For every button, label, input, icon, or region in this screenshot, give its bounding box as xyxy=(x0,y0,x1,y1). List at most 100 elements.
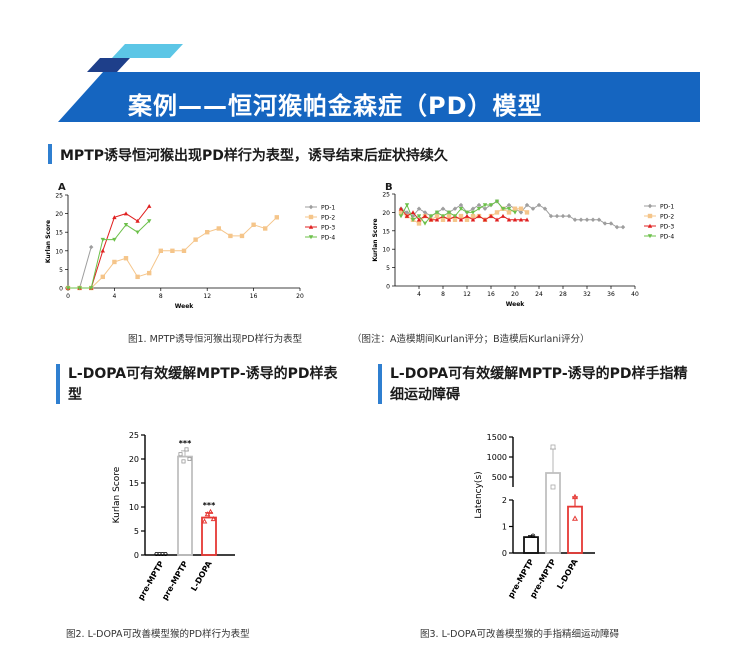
data-point xyxy=(578,217,584,222)
data-point xyxy=(422,221,428,226)
y-tick-label: 10 xyxy=(55,248,63,255)
data-point xyxy=(410,213,416,219)
x-tick-label: 16 xyxy=(487,291,495,298)
data-point xyxy=(123,211,129,216)
banner-decoration xyxy=(58,44,700,122)
data-point xyxy=(170,248,175,253)
y-tick-label: 25 xyxy=(382,192,390,199)
data-point xyxy=(494,210,500,215)
bar xyxy=(567,505,583,554)
legend-label: PD-1 xyxy=(660,203,674,210)
data-point xyxy=(416,214,422,219)
data-point xyxy=(422,213,428,218)
data-point xyxy=(440,217,446,222)
y-tick-label: 15 xyxy=(55,230,63,237)
data-point xyxy=(135,274,140,280)
data-point xyxy=(422,210,428,215)
x-tick-label: 36 xyxy=(607,291,615,298)
panel-label-b: B xyxy=(385,182,393,193)
data-point xyxy=(470,213,476,219)
data-point xyxy=(560,213,566,219)
data-point xyxy=(228,233,233,239)
chart-latency-bar: 01250010001500Latency(s)pre-MPTPpre-MPTP… xyxy=(474,433,595,600)
x-tick-label: 0 xyxy=(66,293,70,300)
data-point xyxy=(554,213,560,219)
legend-label: PD-2 xyxy=(660,213,674,220)
data-point xyxy=(239,233,245,239)
y-tick-label: 2 xyxy=(502,496,507,505)
data-point xyxy=(464,210,470,215)
data-point xyxy=(488,203,494,208)
data-point xyxy=(158,248,163,253)
chart-a: 0 5 10 15 20 25 0 4 8 12 16 20 Week Kurlan Score PD-1 P… xyxy=(45,193,335,311)
y-tick-label: 1 xyxy=(502,523,507,532)
data-point xyxy=(434,217,440,222)
data-point xyxy=(147,219,152,224)
data-point xyxy=(123,256,129,261)
y-tick-label: 25 xyxy=(55,193,63,200)
data-point xyxy=(410,218,416,222)
y-tick-label: 0 xyxy=(59,286,63,293)
bar xyxy=(523,536,539,554)
data-point xyxy=(404,203,410,208)
data-point xyxy=(207,508,214,514)
data-point xyxy=(470,206,476,211)
data-point xyxy=(434,210,440,215)
data-point xyxy=(506,202,512,208)
data-point xyxy=(77,286,82,291)
data-point xyxy=(584,217,590,222)
section-title-2: L-DOPA可有效缓解MPTP-诱导的PD样表型 xyxy=(68,366,338,403)
legend-marker xyxy=(647,213,653,219)
x-axis-label: Week xyxy=(175,303,195,310)
data-point xyxy=(446,217,452,222)
data-point xyxy=(100,248,105,253)
data-point xyxy=(518,206,524,211)
caption-fig1: 图1. MPTP诱导恒河猴出现PD样行为表型 xyxy=(128,334,303,345)
y-tick-label: 1000 xyxy=(487,453,507,462)
data-point xyxy=(274,215,279,220)
data-point xyxy=(452,214,458,219)
y-tick-label: 0 xyxy=(134,551,139,560)
data-point xyxy=(193,237,198,242)
data-point xyxy=(476,206,482,211)
x-tick-label: 32 xyxy=(583,291,591,298)
x-tick-label: 8 xyxy=(441,291,445,298)
data-point xyxy=(524,210,530,215)
category-label: L-DOPA xyxy=(555,557,580,591)
data-point xyxy=(123,223,129,227)
legend-marker xyxy=(308,224,314,229)
data-point xyxy=(482,203,488,208)
data-point xyxy=(428,214,434,219)
section-accent-bar xyxy=(378,364,382,404)
y-tick-label: 0 xyxy=(386,284,390,291)
section-accent-bar xyxy=(48,144,52,164)
x-tick-label: 8 xyxy=(159,293,163,300)
data-point xyxy=(500,213,506,218)
data-point xyxy=(458,213,464,219)
data-point xyxy=(251,222,256,227)
data-point xyxy=(452,217,458,222)
legend-marker xyxy=(308,204,314,210)
y-tick-label: 20 xyxy=(55,211,63,218)
series-line-pd-1 xyxy=(68,246,92,289)
data-point xyxy=(506,217,512,222)
data-point xyxy=(100,274,105,280)
data-point xyxy=(548,213,554,219)
data-point xyxy=(89,286,94,291)
y-axis-label: Kurlan Score xyxy=(372,218,379,261)
y-tick-label: 10 xyxy=(382,247,390,254)
data-point xyxy=(506,210,512,215)
y-axis-label: Kurlan Score xyxy=(112,466,122,523)
data-point xyxy=(524,202,530,208)
data-point xyxy=(112,215,117,220)
data-point xyxy=(398,206,404,211)
y-tick-label: 25 xyxy=(129,431,139,440)
data-point xyxy=(135,230,140,235)
series-line-pd-4 xyxy=(68,220,150,289)
data-point xyxy=(571,493,579,500)
category-label: L-DOPA xyxy=(189,559,214,593)
data-point xyxy=(112,237,117,242)
data-point xyxy=(572,217,578,222)
banner-bar xyxy=(58,72,700,122)
